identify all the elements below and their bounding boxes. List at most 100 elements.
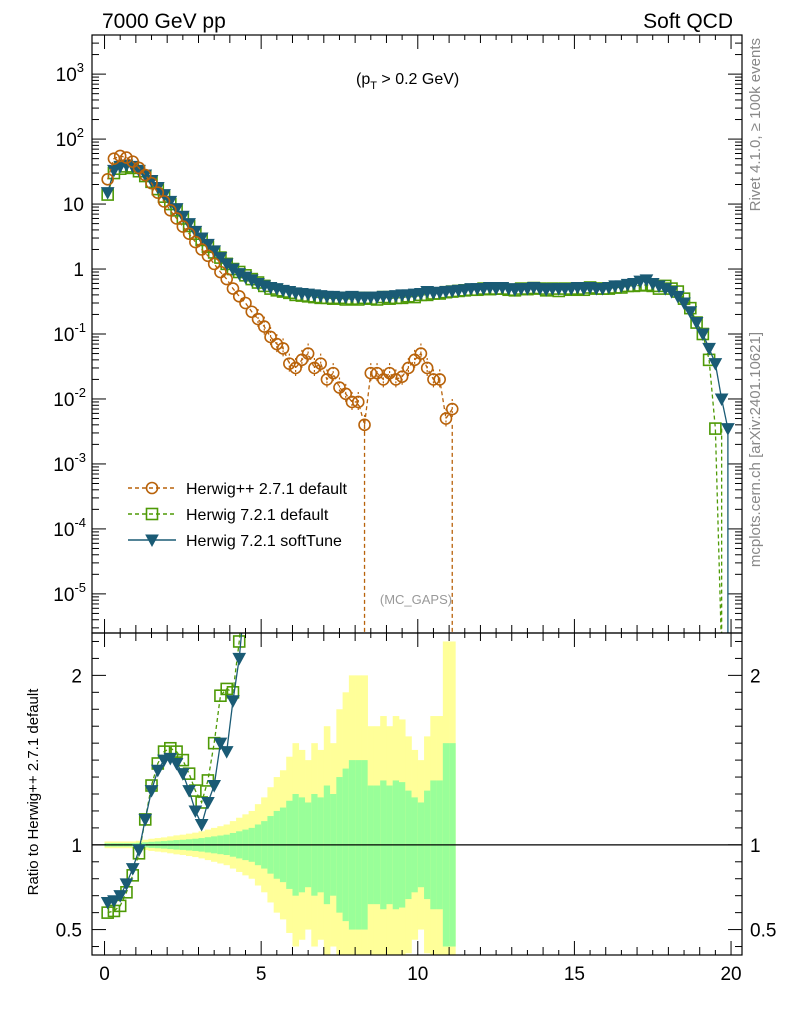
ratio-frame [91,632,743,956]
ratio-x-tick-label: 10 [407,964,428,985]
main-point-filled-triangle-down [714,393,729,407]
ratio-point-filled-triangle-down [201,796,215,810]
ratio-point-open-square [240,568,251,579]
ratio-point-filled-triangle-down [188,805,203,818]
main-point-open-circle [370,366,384,380]
ratio-point-filled-triangle-down [207,780,222,793]
main-point-open-circle [151,186,165,199]
main-point-open-circle [138,168,152,182]
main-point-open-circle [239,296,252,310]
main-y-tick-label: 10-3 [53,450,86,476]
main-point-filled-triangle-down [708,358,723,371]
main-point-open-circle [232,290,246,303]
main-point-open-circle [257,320,271,333]
main-point-open-circle [251,312,265,326]
main-point-open-circle [345,395,359,409]
main-point-filled-triangle-down [100,187,115,200]
main-point-open-circle [377,373,390,386]
ratio-point-filled-triangle-down [176,768,190,781]
ratio-point-filled-triangle-down [119,878,134,891]
main-point-open-circle [364,366,378,380]
tick-exponent: -4 [74,515,86,530]
main-point-open-circle [295,353,309,367]
main-line-open-circle [107,155,453,425]
ratio-point-filled-triangle-down [182,785,196,798]
main-y-tick-label: 102 [56,125,84,151]
main-point-open-circle [427,373,440,386]
main-point-open-circle [314,357,327,370]
main-point-open-circle [176,220,190,233]
main-point-open-circle [170,212,183,225]
main-point-open-circle [270,337,284,351]
main-line-filled-triangle-down [107,164,729,429]
main-point-filled-triangle-down [670,290,685,304]
main-point-open-circle [126,155,140,168]
main-y-tick-label: 1 [73,260,84,281]
tick-exponent: -1 [74,320,86,335]
main-point-open-circle [333,381,346,394]
ratio-point-filled-triangle-down [219,746,234,759]
main-y-tick-label: 10-5 [53,580,86,606]
main-point-open-circle [264,330,277,344]
tick-base: 10 [56,130,77,151]
main-point-open-circle [101,173,114,186]
main-point-filled-triangle-down [157,189,171,202]
main-point-open-circle [445,402,459,416]
main-point-open-circle [201,249,215,263]
ratio-point-filled-triangle-down [132,844,146,857]
main-point-filled-triangle-down [702,342,716,356]
main-point-open-square [709,422,722,435]
main-point-open-circle [276,342,290,355]
legend-label: Herwig 7.2.1 softTune [186,533,342,550]
tick-exponent: -2 [74,385,86,400]
cut-annotation: (pT > 0.2 GeV) [356,71,459,92]
main-point-open-circle [164,204,177,217]
cut-subscript: T [370,80,377,92]
ratio-x-tick-label: 0 [99,964,110,985]
ratio-y-tick-label-right: 1 [750,836,761,857]
ratio-plot-area [92,568,742,955]
main-point-open-circle [339,387,353,401]
legend-marker [145,507,159,521]
main-point-open-circle [207,257,221,271]
ratio-point-filled-triangle-down [150,764,165,778]
main-y-tick-label: 10-1 [53,320,86,346]
tick-base: 10 [53,585,74,606]
main-point-open-circle [320,373,334,386]
main-point-open-circle [182,227,196,240]
main-point-filled-triangle-down [213,252,228,265]
main-point-open-circle [107,152,121,165]
tick-base: 10 [53,325,74,346]
ratio-axes: 0 5 10 15 20 0.5 1 2 0.5 1 2 [56,633,776,985]
ratio-point-filled-triangle-down [232,652,247,666]
ratio-x-tick-label: 5 [256,964,267,985]
main-point-open-circle [351,395,365,409]
main-point-filled-triangle-down [696,328,710,342]
ratio-point-open-square [232,635,246,648]
main-point-open-circle [214,265,227,279]
main-point-open-circle [289,361,302,375]
main-point-open-circle [301,347,315,360]
main-point-open-circle [326,366,340,380]
tick-base: 10 [53,390,74,411]
legend-label: Herwig 7.2.1 default [186,507,329,524]
main-point-open-circle [145,176,158,190]
ratio-y-tick-label: 1 [71,836,82,857]
plot-title-right: Soft QCD [643,10,733,33]
main-point-filled-triangle-down [107,164,121,178]
tick-exponent: 2 [77,125,84,140]
main-point-open-circle [420,361,434,375]
main-y-tick-label: 10 [63,195,84,216]
ratio-point-filled-triangle-down [194,819,209,832]
cut-rest: > 0.2 GeV) [377,71,459,88]
main-point-open-circle [308,361,321,375]
main-point-open-circle [283,357,296,370]
ratio-point-filled-triangle-down [239,586,251,597]
ratio-y-tick-label: 2 [71,666,82,687]
ratio-axis-label: Ratio to Herwig++ 2.7.1 default [25,688,42,896]
main-y-tick-label: 10-2 [53,385,86,411]
side-label-rivet: Rivet 4.1.0, ≥ 100k events [747,38,764,211]
main-point-open-circle [439,412,453,425]
